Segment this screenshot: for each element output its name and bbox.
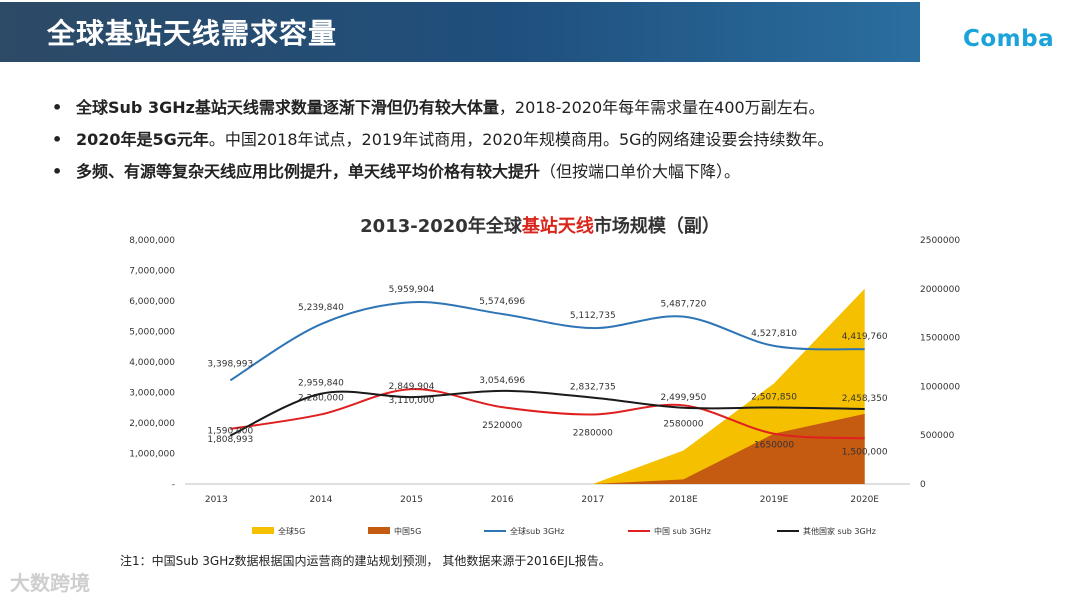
- x-tick-label: 2014: [309, 495, 332, 505]
- bullet-item: • 多频、有源等复杂天线应用比例提升，单天线平均价格有较大提升（但按端口单价大幅下…: [52, 162, 741, 181]
- x-tick-label: 2013: [205, 495, 228, 505]
- data-label: 2280000: [573, 428, 613, 438]
- y-left-tick-label: 4,000,000: [129, 358, 175, 368]
- comba-logo: Comba: [963, 26, 1055, 52]
- bullet-item: • 2020年是5G元年。中国2018年试点，2019年试商用，2020年规模商用…: [52, 130, 834, 149]
- data-label: 1,590,000: [207, 427, 253, 437]
- data-label: 1650000: [754, 441, 794, 451]
- line-other-sub3ghz: [229, 389, 865, 437]
- y-left-tick-label: 3,000,000: [129, 389, 175, 399]
- y-left-tick-label: 1,000,000: [129, 450, 175, 460]
- data-label: 5,112,735: [570, 311, 616, 321]
- y-left-tick-label: 6,000,000: [129, 297, 175, 307]
- x-tick-label: 2018E: [669, 495, 698, 505]
- y-right-tick-label: 2000000: [920, 285, 960, 295]
- x-tick-label: 2017: [581, 495, 604, 505]
- line-china-sub3ghz: [230, 388, 865, 440]
- page-title: 全球基站天线需求容量: [47, 17, 338, 50]
- y-right-tick-label: 1500000: [920, 334, 960, 344]
- y-left-tick-label: 8,000,000: [129, 236, 175, 246]
- legend-label: 中国5G: [394, 526, 421, 536]
- legend-label: 中国 sub 3GHz: [654, 526, 711, 536]
- data-label: 2,280,000: [298, 393, 344, 403]
- data-label: 2,959,840: [298, 379, 344, 389]
- x-tick-label: 2020E: [850, 495, 879, 505]
- data-label: 4,419,760: [842, 332, 888, 342]
- y-left-tick-label: -: [172, 480, 175, 490]
- y-right-tick-label: 1000000: [920, 382, 960, 392]
- x-tick-label: 2016: [491, 495, 514, 505]
- legend-label: 其他国家 sub 3GHz: [803, 526, 876, 536]
- data-label: 3,054,696: [479, 376, 525, 386]
- data-label: 5,487,720: [661, 300, 707, 310]
- legend-swatch: [368, 527, 390, 534]
- y-right-tick-label: 2500000: [920, 236, 960, 246]
- y-right-tick-label: 0: [920, 480, 926, 490]
- legend-swatch: [252, 527, 274, 534]
- data-label: 5,959,904: [389, 285, 435, 295]
- data-label: 4,527,810: [751, 329, 797, 339]
- data-label: 1,500,000: [842, 447, 888, 457]
- area-china-5g: [592, 413, 865, 484]
- data-label: 1,808,993: [207, 435, 253, 445]
- data-label: 3,110,000: [389, 396, 435, 406]
- legend-label: 全球5G: [278, 526, 305, 536]
- data-label: 2580000: [663, 419, 703, 429]
- data-label: 2520000: [482, 421, 522, 431]
- chart-title: 2013-2020年全球基站天线市场规模（副）: [360, 216, 720, 237]
- data-label: 2,832,735: [570, 383, 616, 393]
- data-label: 2,849,904: [389, 382, 435, 392]
- y-left-tick-label: 7,000,000: [129, 267, 175, 277]
- title-bar: 全球基站天线需求容量: [0, 2, 920, 62]
- data-label: 3,398,993: [207, 359, 253, 369]
- y-right-tick-label: 500000: [920, 431, 955, 441]
- bullet-list: • 全球Sub 3GHz基站天线需求数量逐渐下滑但仍有较大体量，2018-2020…: [48, 98, 834, 194]
- data-label: 2,507,850: [751, 393, 797, 403]
- x-tick-label: 2015: [400, 495, 423, 505]
- line-global-sub3ghz: [229, 301, 865, 382]
- x-tick-label: 2019E: [760, 495, 789, 505]
- data-label: 5,239,840: [298, 303, 344, 313]
- data-label: 2,499,950: [661, 393, 707, 403]
- watermark: 大数跨境: [10, 571, 90, 595]
- y-left-tick-label: 2,000,000: [129, 419, 175, 429]
- legend-label: 全球sub 3GHz: [510, 526, 564, 536]
- data-label: 2,458,350: [842, 394, 888, 404]
- data-label: 5,574,696: [479, 297, 525, 307]
- footnote: 注1：中国Sub 3GHz数据根据国内运营商的建站规划预测， 其他数据来源于20…: [120, 554, 611, 568]
- y-left-tick-label: 5,000,000: [129, 328, 175, 338]
- bullet-item: • 全球Sub 3GHz基站天线需求数量逐渐下滑但仍有较大体量，2018-2020…: [52, 98, 825, 117]
